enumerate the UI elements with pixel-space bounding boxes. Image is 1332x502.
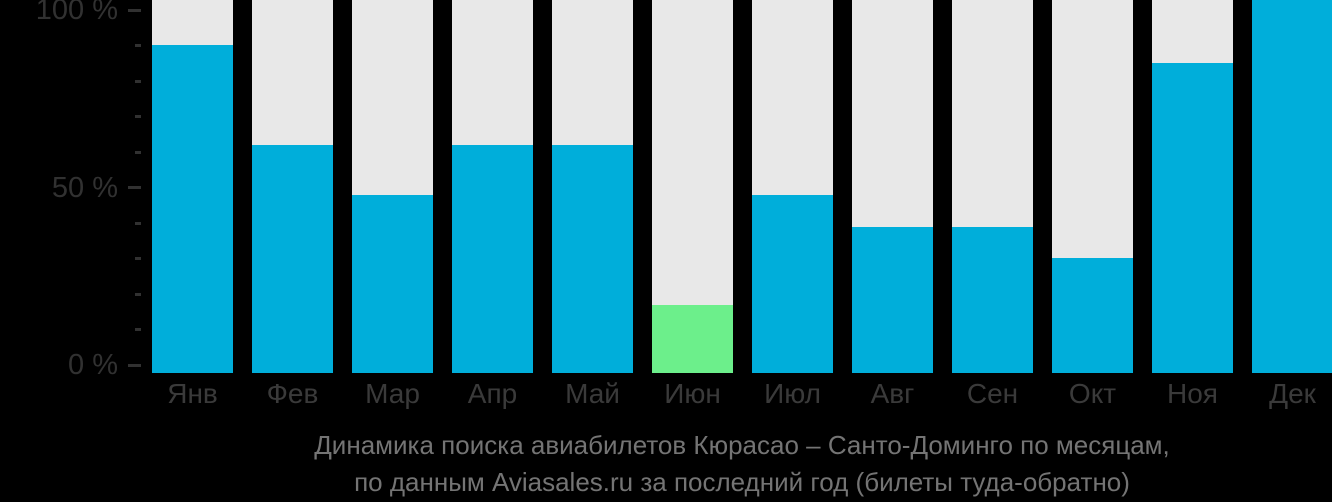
caption-line-2: по данным Aviasales.ru за последний год … (354, 467, 1130, 497)
bar-track-Апр (452, 0, 533, 373)
bar-Сен (952, 227, 1033, 373)
bar-Апр (452, 145, 533, 373)
x-axis-label-Мар: Мар (365, 378, 420, 409)
x-axis-label-Окт: Окт (1068, 378, 1117, 409)
bar-Дек (1252, 0, 1332, 373)
plot-area: 0 % 50 % 100 % (35, 0, 1332, 380)
bar-track-Ноя (1152, 0, 1233, 373)
bar-Июн-highlighted (652, 305, 733, 373)
y-tick-20 (135, 292, 141, 296)
x-axis-label-Авг: Авг (870, 378, 915, 409)
bar-Июл (752, 195, 833, 373)
bar-track-Июн (652, 0, 733, 373)
x-axis-label-Дек: Дек (1269, 378, 1316, 409)
y-tick-0 (128, 363, 141, 367)
bar-Мар (352, 195, 433, 373)
y-tick-90 (135, 44, 141, 47)
bar-track-Дек (1252, 0, 1332, 373)
bar-Авг (852, 227, 933, 373)
y-tick-30 (135, 257, 141, 260)
bar-track-Май (552, 0, 633, 373)
x-axis-label-Июл: Июл (764, 378, 821, 409)
y-axis-label-0: 0 % (68, 349, 118, 381)
y-tick-40 (135, 221, 141, 225)
y-tick-80 (135, 79, 141, 83)
chart-caption: Динамика поиска авиабилетов Кюрасао – Са… (152, 427, 1332, 501)
y-tick-50 (128, 186, 141, 189)
x-axis-label-Сен: Сен (966, 378, 1019, 409)
bar-track-Окт (1052, 0, 1133, 373)
x-axis-label-Апр: Апр (467, 378, 518, 409)
x-axis-label-Ноя: Ноя (1167, 378, 1218, 409)
y-axis-label-50: 50 % (51, 171, 118, 204)
bar-Ноя (1152, 63, 1233, 373)
caption-line-1: Динамика поиска авиабилетов Кюрасао – Са… (314, 430, 1170, 460)
bar-Янв (152, 45, 233, 373)
bar-Окт (1052, 258, 1133, 373)
bar-Фев (252, 145, 333, 373)
bar-track-Фев (252, 0, 333, 373)
bar-track-Июл (752, 0, 833, 373)
bar-track-Мар (352, 0, 433, 373)
x-axis-label-Июн: Июн (664, 378, 721, 409)
y-axis-label-100: 100 % (35, 0, 118, 26)
bar-Май (552, 145, 633, 373)
x-axis-label-Май: Май (565, 378, 620, 409)
bar-track-Янв (152, 0, 233, 373)
y-tick-60 (135, 150, 141, 154)
x-axis-label-Янв: Янв (167, 378, 218, 409)
y-tick-100 (128, 8, 141, 12)
y-tick-70 (135, 115, 141, 118)
y-tick-10 (135, 328, 141, 331)
x-axis-label-Фев: Фев (266, 378, 319, 409)
bar-track-Сен (952, 0, 1033, 373)
bar-track-Авг (852, 0, 933, 373)
